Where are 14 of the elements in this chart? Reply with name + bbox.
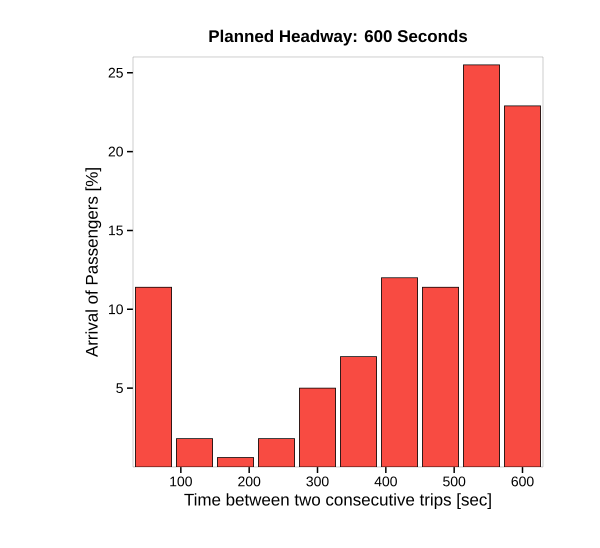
x-tick-label: 300 xyxy=(306,476,329,486)
y-tick-label: 10 xyxy=(109,304,123,314)
x-tick-label: 500 xyxy=(443,476,466,486)
y-tick-label: 15 xyxy=(109,226,123,236)
y-tick-label: 25 xyxy=(108,68,123,78)
chart-title: Planned Headway: 600 Seconds xyxy=(209,30,468,46)
x-axis-title: Time between two consecutive trips [sec] xyxy=(184,493,491,510)
y-tick-label: 20 xyxy=(108,146,123,157)
x-tick-label: 400 xyxy=(374,476,397,486)
x-tick-label: 200 xyxy=(238,476,260,486)
x-tick-label: 600 xyxy=(512,476,534,486)
y-axis-title: Arrival of Passengers [%] xyxy=(85,168,102,358)
y-tick-label: 5 xyxy=(116,383,123,394)
x-tick-label: 100 xyxy=(170,476,192,486)
